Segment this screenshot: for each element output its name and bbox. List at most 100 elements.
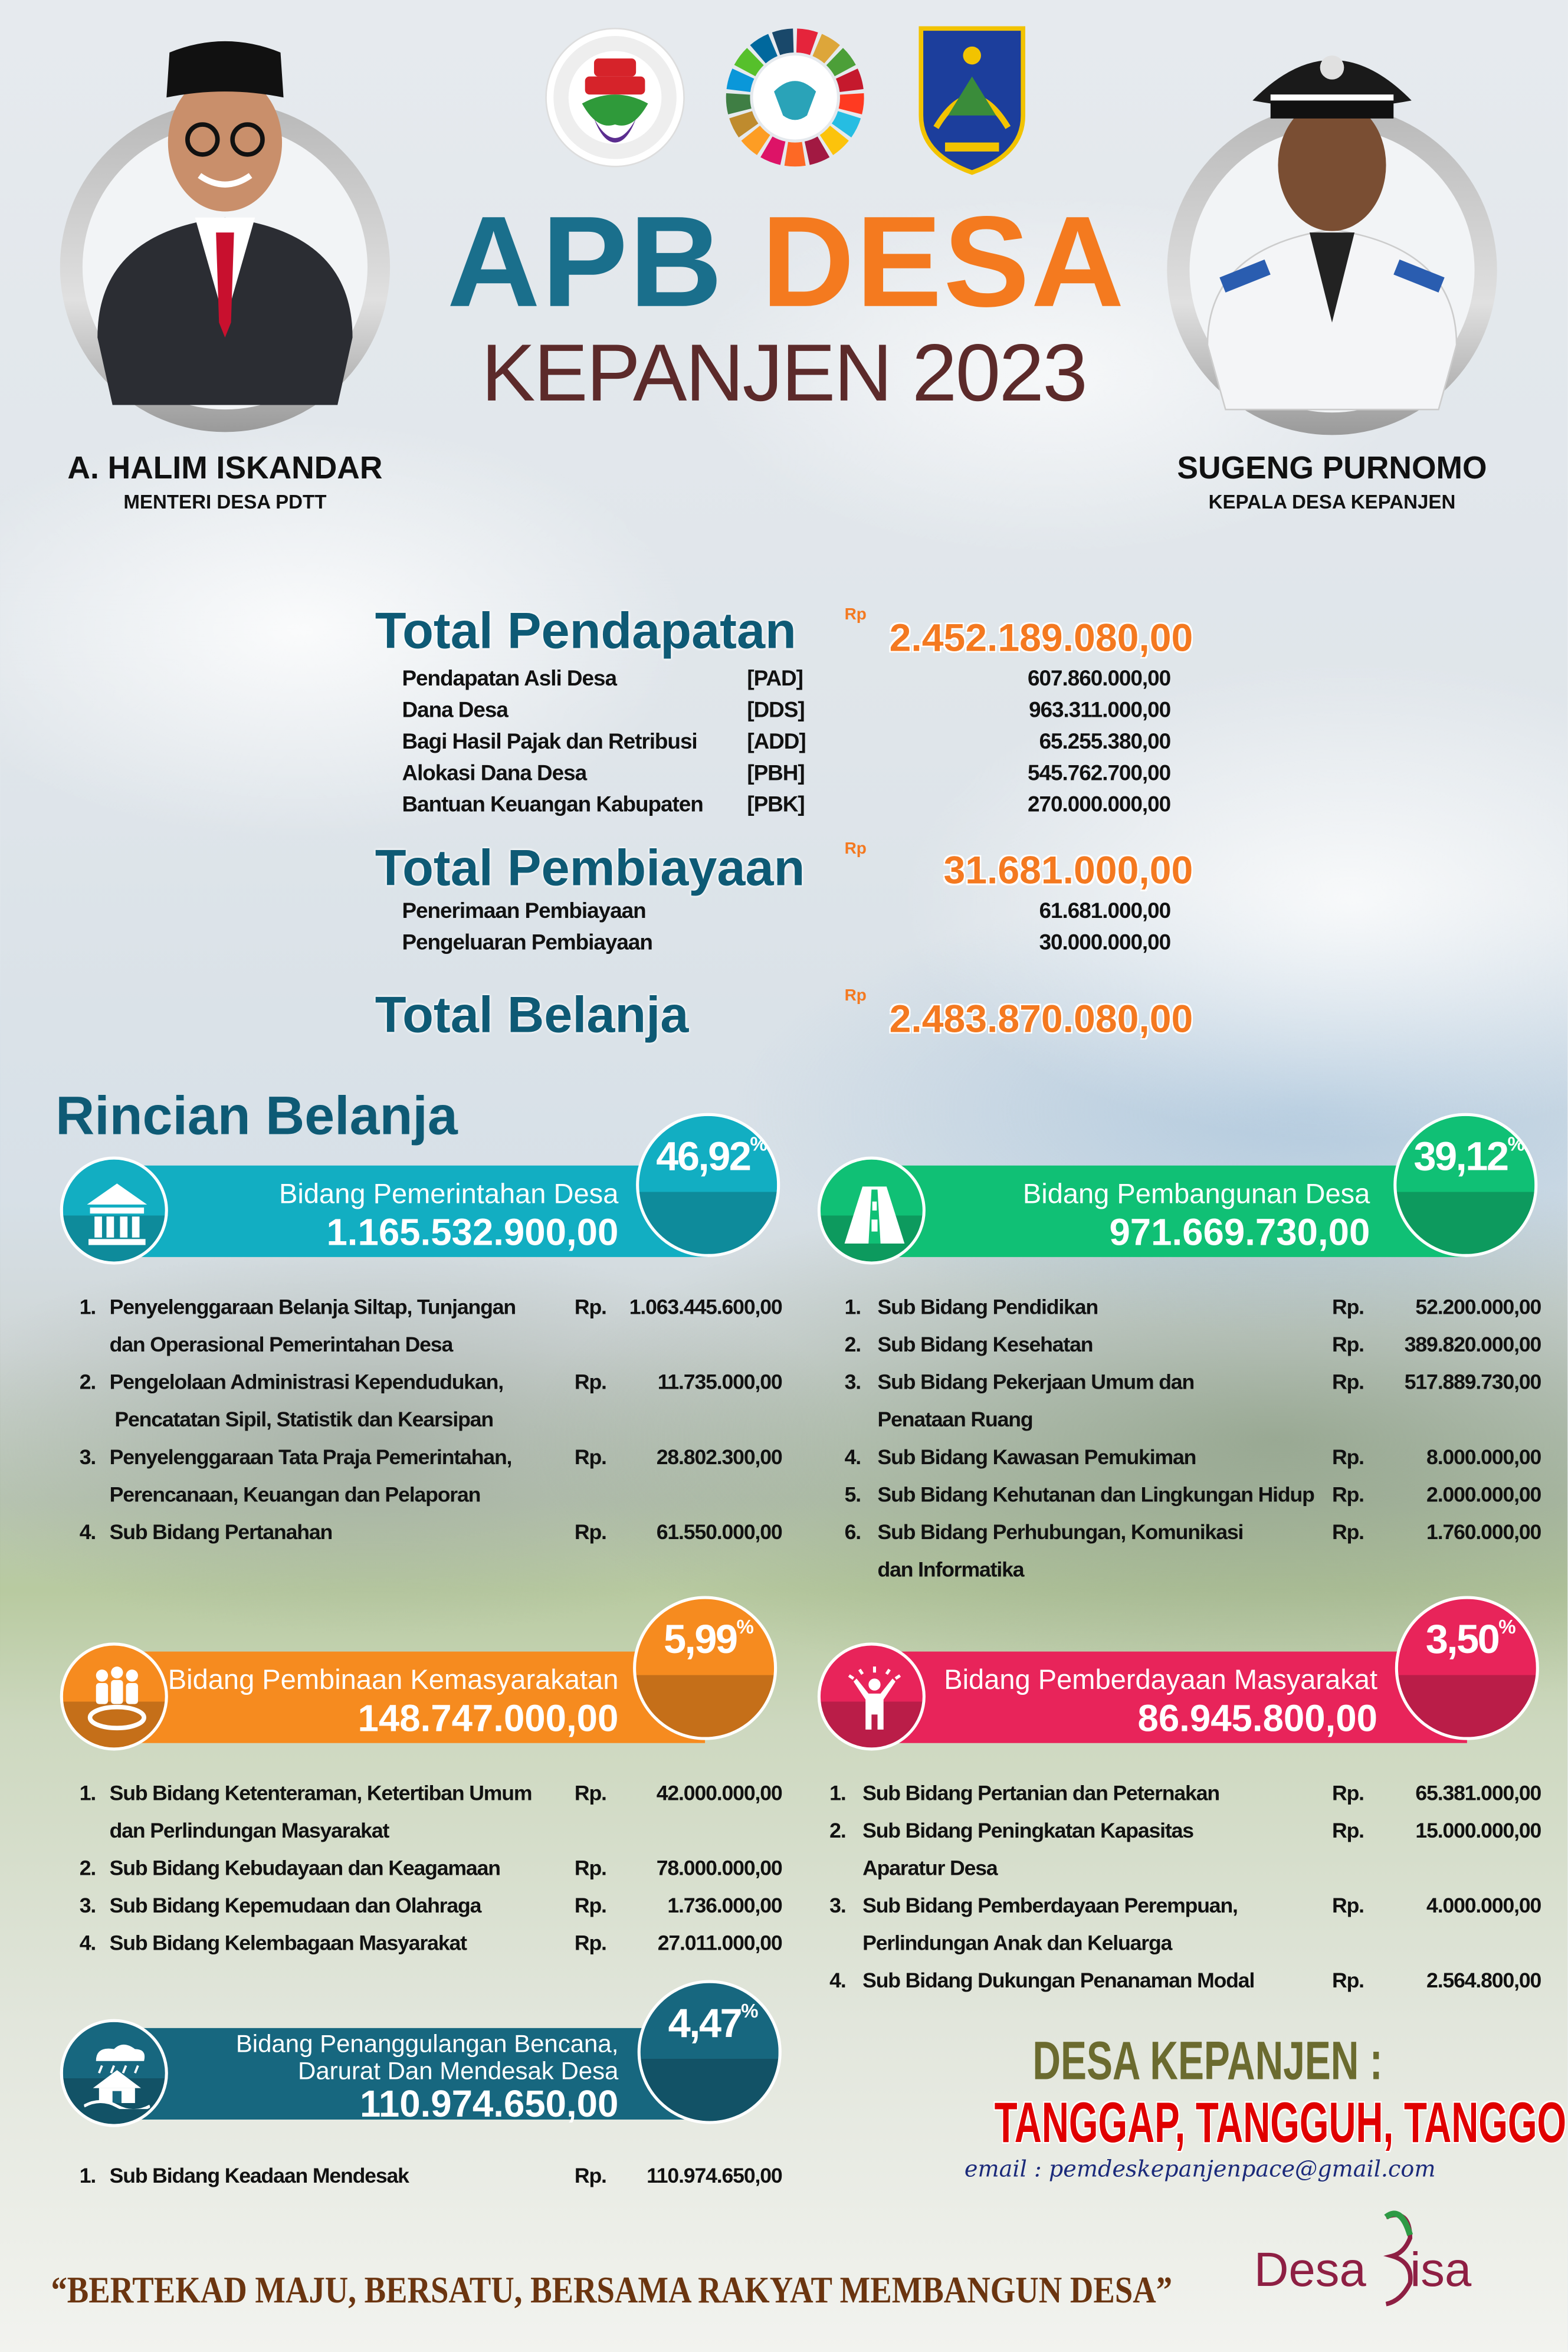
official-photo-minister [97,41,353,405]
item-value: 8.000.000,00 [1426,1444,1541,1469]
sector-percent-value: 39,12 [1413,1134,1509,1179]
sector-amount: 148.747.000,00 [357,1698,619,1740]
rincian-belanja-heading: Rincian Belanja [55,1084,458,1146]
total-pendapatan-amount: 2.452.189.080,00 [889,615,1193,660]
sector-icon-badge [60,1642,168,1751]
item-currency: Rp. [574,1294,607,1319]
sector-percent: 46,92% [639,1134,777,1179]
item-value: 517.889.730,00 [1404,1369,1542,1394]
slogan-line1: DESA KEPANJEN : [1032,2029,1383,2091]
logo-text-desa: Desa [1254,2243,1367,2297]
footer-motto: “BERTEKAD MAJU, BERSATU, BERSAMA RAKYAT … [51,2271,1354,2313]
income-item-code: [PAD] [747,667,803,692]
sector-amount: 110.974.650,00 [359,2083,619,2126]
item-label: Sub Bidang Kesehatan [877,1332,1094,1356]
income-item-code: [PBK] [747,793,805,818]
item-number: 1. [79,1294,97,1319]
item-number: 6. [844,1519,862,1544]
official-name-minister: A. HALIM ISKANDAR [67,451,383,486]
item-value: 389.820.000,00 [1404,1332,1542,1356]
sdg-segment [729,111,759,137]
item-number: 3. [79,1444,97,1469]
item-number: 4. [844,1444,862,1469]
total-pendapatan-label: Total Pendapatan [375,603,796,660]
item-number: 1. [844,1294,862,1319]
sector-percent: 5,99% [636,1617,774,1661]
sector-percent-sign: % [750,1132,767,1155]
item-currency: Rp. [574,1893,607,1917]
item-number: 3. [79,1893,97,1917]
item-label: Sub Bidang Kehutanan dan Lingkungan Hidu… [877,1482,1315,1506]
item-currency: Rp. [1332,1519,1364,1544]
item-currency: Rp. [1332,1893,1364,1917]
item-label: Sub Bidang Peningkatan Kapasitas [862,1818,1194,1842]
item-label: Sub Bidang Pekerjaan Umum dan [877,1369,1195,1394]
income-item-value: 270.000.000,00 [1028,793,1171,818]
item-number: 2. [79,1369,97,1394]
sector-title: Bidang Pemberdayaan Masyarakat [944,1663,1378,1695]
income-item-value: 65.255.380,00 [1039,730,1172,755]
financing-item-value: 61.681.000,00 [1039,900,1172,924]
sector-percent-value: 4,47 [668,2001,743,2046]
sector-icon-badge [60,2019,168,2127]
item-number: 1. [79,2163,97,2187]
sector-percent-value: 46,92 [656,1134,752,1179]
official-photo-village-head [1206,55,1458,411]
total-belanja-amount: 2.483.870.080,00 [889,996,1193,1041]
financing-item-value: 30.000.000,00 [1039,931,1172,956]
item-label: Sub Bidang Ketenteraman, Ketertiban Umum [109,1780,533,1805]
item-label: Penyelenggaraan Belanja Siltap, Tunjanga… [109,1294,516,1319]
total-pembiayaan-amount: 31.681.000,00 [943,847,1193,893]
sector-banner [871,1165,1466,1257]
sector-percent-value: 3,50 [1425,1617,1500,1662]
currency-sup: Rp [844,839,867,858]
sdg-segment [831,111,861,137]
sector-percent-sign: % [741,1999,758,2022]
title-part-desa: DESA [761,190,1126,335]
sdg-segment [804,136,830,165]
sector-amount: 1.165.532.900,00 [326,1212,619,1254]
sector-percent-badge: 46,92% [636,1113,780,1257]
total-pembiayaan-label: Total Pembiayaan [375,839,805,897]
sector-banner [114,1165,708,1257]
income-item-value: 545.762.700,00 [1028,762,1171,786]
item-number: 4. [829,1968,847,1992]
item-currency: Rp. [1332,1444,1364,1469]
income-item-label: Bagi Hasil Pajak dan Retribusi [402,730,697,755]
item-value: 52.200.000,00 [1415,1294,1541,1319]
item-value: 65.381.000,00 [1415,1780,1541,1805]
item-label: Perlindungan Anak dan Keluarga [862,1930,1172,1955]
sector-percent-badge: 39,12% [1393,1113,1538,1257]
item-number: 2. [844,1332,862,1356]
page-title: APB DESA [447,198,1126,327]
road-icon [844,1186,905,1244]
item-label: dan Informatika [877,1557,1025,1582]
sdg-segment [726,93,752,114]
sdg-segment [835,68,864,92]
desa-bisa-logo: Desa isa [1254,2210,1472,2307]
currency-sup: Rp [844,606,867,624]
item-value: 1.063.445.600,00 [629,1294,783,1319]
sector-percent: 39,12% [1396,1134,1534,1179]
item-label: dan Perlindungan Masyarakat [109,1818,390,1842]
sector-percent: 3,50% [1398,1617,1536,1662]
item-label: Penataan Ruang [877,1407,1034,1431]
item-number: 4. [79,1519,97,1544]
sector-title: Bidang Pembinaan Kemasyarakatan [168,1663,619,1695]
item-label: Sub Bidang Perhubungan, Komunikasi [877,1519,1244,1544]
item-label: Pengelolaan Administrasi Kependudukan, [109,1369,504,1394]
currency-sup: Rp [844,987,867,1005]
sector-icon-badge [60,1156,168,1265]
income-item-code: [PBH] [747,762,805,786]
sector-title-line: Bidang Penanggulangan Bencana, [235,2030,619,2058]
item-label: Sub Bidang Kepemudaan dan Olahraga [109,1893,482,1917]
item-label: Sub Bidang Pertanahan [109,1519,333,1544]
item-label: Sub Bidang Keadaan Mendesak [109,2163,409,2187]
sdg-segment [772,28,794,55]
official-role-village-head: KEPALA DESA KEPANJEN [1208,490,1456,513]
item-currency: Rp. [1332,1294,1364,1319]
page-subtitle: KEPANJEN 2023 [481,328,1088,419]
item-currency: Rp. [574,1930,607,1955]
item-currency: Rp. [574,1855,607,1880]
item-value: 27.011.000,00 [657,1930,783,1955]
